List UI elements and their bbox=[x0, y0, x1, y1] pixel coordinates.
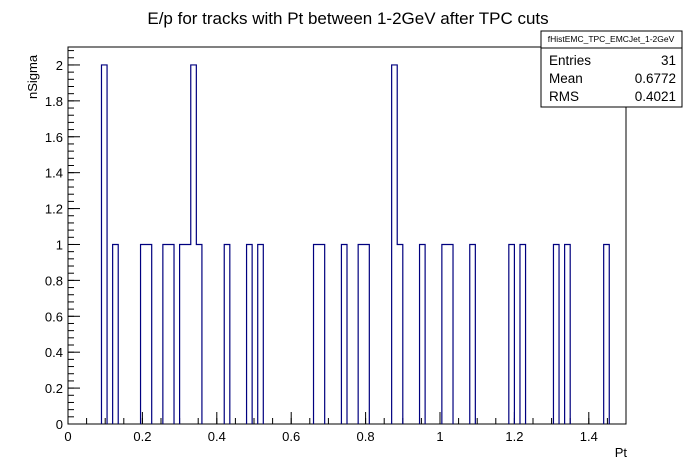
histogram-bin bbox=[191, 65, 197, 424]
histogram-bin bbox=[258, 244, 264, 424]
y-tick-label: 0.2 bbox=[45, 381, 63, 396]
histogram-bins bbox=[101, 65, 609, 424]
y-tick-label: 0 bbox=[56, 417, 63, 432]
x-tick-label: 1 bbox=[436, 429, 443, 444]
y-tick-label: 0.8 bbox=[45, 273, 63, 288]
histogram-bin bbox=[447, 244, 453, 424]
histogram-bin bbox=[520, 244, 526, 424]
y-axis-label: nSigma bbox=[25, 54, 40, 99]
histogram-bin bbox=[141, 244, 147, 424]
histogram-bin bbox=[397, 244, 403, 424]
stats-box-title: fHistEMC_TPC_EMCJet_1-2GeV bbox=[548, 34, 675, 44]
histogram-bin bbox=[180, 244, 186, 424]
histogram-bin bbox=[420, 244, 426, 424]
histogram-bin bbox=[553, 244, 559, 424]
histogram-bin bbox=[392, 65, 398, 424]
histogram-bin bbox=[185, 244, 191, 424]
stats-rms-value: 0.4021 bbox=[635, 89, 676, 104]
y-axis: 0 0.2 0.4 0.6 0.8 1 1.2 1.4 1.6 1.8 2 bbox=[45, 50, 80, 432]
stats-box-frame bbox=[540, 30, 683, 108]
stats-box: fHistEMC_TPC_EMCJet_1-2GeV Entries 31 Me… bbox=[540, 30, 683, 108]
y-tick-label: 0.6 bbox=[45, 309, 63, 324]
y-tick-label: 1.4 bbox=[45, 166, 63, 181]
y-tick-label: 0.4 bbox=[45, 345, 63, 360]
histogram-bin bbox=[146, 244, 152, 424]
chart-title: E/p for tracks with Pt between 1-2GeV af… bbox=[147, 9, 548, 28]
stats-mean-label: Mean bbox=[549, 71, 583, 86]
histogram-bin bbox=[358, 244, 364, 424]
x-tick-label: 0.2 bbox=[133, 429, 151, 444]
stats-rms-label: RMS bbox=[549, 89, 579, 104]
stats-mean-value: 0.6772 bbox=[635, 71, 676, 86]
histogram-bin bbox=[196, 244, 202, 424]
x-tick-label: 1.2 bbox=[505, 429, 523, 444]
x-tick-label: 1.4 bbox=[580, 429, 598, 444]
histogram-bin bbox=[565, 244, 571, 424]
histogram-bin bbox=[101, 65, 107, 424]
stats-entries-value: 31 bbox=[661, 53, 676, 68]
histogram-bin bbox=[442, 244, 448, 424]
x-tick-label: 0 bbox=[64, 429, 71, 444]
histogram-bin bbox=[319, 244, 325, 424]
x-axis-label: Pt bbox=[615, 445, 628, 460]
histogram-bin bbox=[247, 244, 253, 424]
y-tick-label: 2 bbox=[56, 58, 63, 73]
histogram-bin bbox=[163, 244, 169, 424]
y-tick-label: 1 bbox=[56, 237, 63, 252]
histogram-bin bbox=[341, 244, 347, 424]
y-tick-label: 1.6 bbox=[45, 130, 63, 145]
y-tick-label: 1.8 bbox=[45, 94, 63, 109]
histogram-bin bbox=[314, 244, 320, 424]
histogram-outline bbox=[100, 64, 610, 424]
histogram-bin bbox=[364, 244, 370, 424]
x-tick-label: 0.4 bbox=[208, 429, 226, 444]
histogram-bin bbox=[168, 244, 174, 424]
stats-entries-label: Entries bbox=[549, 53, 591, 68]
histogram-bin bbox=[470, 244, 476, 424]
x-axis: 0 0.2 0.4 0.6 0.8 1 1.2 1.4 bbox=[64, 412, 627, 444]
y-tick-label: 1.2 bbox=[45, 202, 63, 217]
histogram-bin bbox=[113, 244, 119, 424]
histogram-bin bbox=[604, 244, 610, 424]
histogram-bin bbox=[224, 244, 230, 424]
histogram-bin bbox=[509, 244, 515, 424]
x-tick-label: 0.8 bbox=[357, 429, 375, 444]
x-tick-label: 0.6 bbox=[282, 429, 300, 444]
